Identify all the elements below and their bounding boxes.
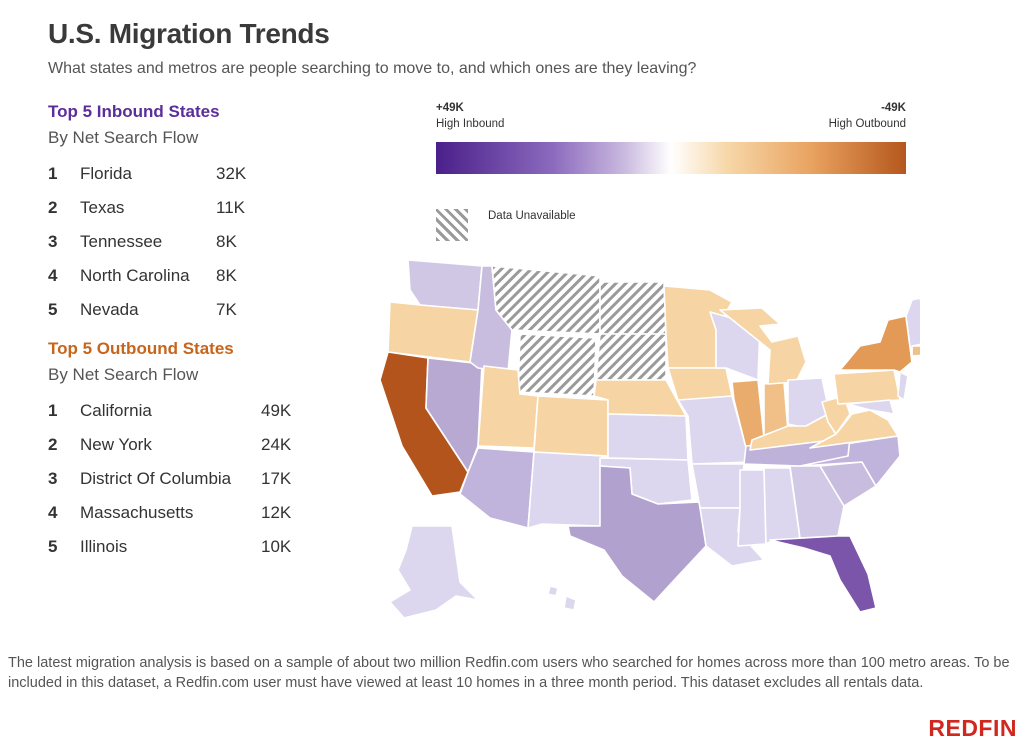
state-new-york <box>839 315 913 373</box>
rank-number: 5 <box>48 537 58 556</box>
state-new-england <box>905 297 920 363</box>
state-name: New York <box>80 435 152 454</box>
state-name: California <box>80 401 152 420</box>
outbound-list: Top 5 Outbound States By Net Search Flow… <box>48 339 291 571</box>
rank-number: 3 <box>48 469 58 488</box>
us-migration-map <box>379 259 920 619</box>
legend-high-inbound: +49K High Inbound <box>436 100 504 132</box>
state-hawaii-big-island <box>563 595 577 611</box>
state-pennsylvania <box>833 369 901 405</box>
state-kansas <box>607 413 689 461</box>
rank-number: 4 <box>48 503 58 522</box>
state-oregon <box>387 301 479 363</box>
flow-value: 10K <box>261 537 292 556</box>
state-alaska <box>389 525 479 619</box>
flow-value: 32K <box>216 164 247 183</box>
inbound-row: 1 Florida 32K <box>48 164 246 198</box>
methodology-footnote: The latest migration analysis is based o… <box>8 655 1010 691</box>
state-arkansas <box>691 463 745 509</box>
inbound-row: 2 Texas 11K <box>48 198 245 232</box>
state-name: Nevada <box>80 300 139 319</box>
state-massachusetts <box>911 345 920 357</box>
rank-number: 2 <box>48 198 58 217</box>
legend-outbound-value: -49K <box>881 102 906 114</box>
state-new-mexico <box>527 451 603 529</box>
outbound-row: 5 Illinois 10K <box>48 537 291 571</box>
outbound-row: 4 Massachusetts 12K <box>48 503 291 537</box>
rank-number: 1 <box>48 164 58 183</box>
state-mississippi <box>737 469 767 547</box>
inbound-row: 5 Nevada 7K <box>48 300 237 334</box>
outbound-row: 3 District Of Columbia 17K <box>48 469 291 503</box>
state-maryland <box>847 399 895 415</box>
state-colorado <box>533 395 609 457</box>
state-washington <box>407 259 483 311</box>
state-hawaii <box>547 585 559 597</box>
state-name: Texas <box>80 198 125 217</box>
rank-number: 4 <box>48 266 58 285</box>
state-michigan <box>719 307 807 385</box>
state-wyoming <box>517 333 597 397</box>
legend-outbound-label: High Outbound <box>828 118 906 130</box>
rank-number: 2 <box>48 435 58 454</box>
state-name: District Of Columbia <box>80 469 232 488</box>
flow-value: 12K <box>261 503 292 522</box>
legend-inbound-value: +49K <box>436 102 464 114</box>
state-texas <box>567 465 707 603</box>
page-title: U.S. Migration Trends <box>48 18 330 49</box>
outbound-subheading: By Net Search Flow <box>48 365 199 384</box>
flow-value: 8K <box>216 266 237 285</box>
flow-value: 8K <box>216 232 237 251</box>
state-name: Illinois <box>80 537 128 556</box>
flow-value: 7K <box>216 300 237 319</box>
flow-value: 11K <box>216 198 245 217</box>
outbound-heading: Top 5 Outbound States <box>48 339 234 358</box>
flow-value: 17K <box>261 469 292 488</box>
data-unavailable-label: Data Unavailable <box>488 210 576 222</box>
state-nebraska <box>593 379 687 417</box>
state-florida <box>769 535 877 613</box>
inbound-heading: Top 5 Inbound States <box>48 102 220 121</box>
state-name: Florida <box>80 164 132 183</box>
page-subtitle: What states and metros are people search… <box>48 60 697 77</box>
data-unavailable-swatch <box>436 209 468 241</box>
inbound-list: Top 5 Inbound States By Net Search Flow … <box>48 102 246 334</box>
legend-color-scale <box>436 142 906 174</box>
rank-number: 5 <box>48 300 58 319</box>
state-name: Massachusetts <box>80 503 194 522</box>
redfin-logo[interactable]: REDFIN <box>928 715 1017 741</box>
state-virginia <box>809 409 899 449</box>
outbound-row: 1 California 49K <box>48 401 291 435</box>
state-south-dakota <box>595 333 667 381</box>
state-montana <box>491 265 601 335</box>
flow-value: 24K <box>261 435 292 454</box>
state-name: North Carolina <box>80 266 190 285</box>
flow-value: 49K <box>261 401 292 420</box>
legend-inbound-label: High Inbound <box>436 118 505 130</box>
state-missouri <box>677 395 751 465</box>
inbound-subheading: By Net Search Flow <box>48 128 199 147</box>
state-north-dakota <box>599 281 667 335</box>
outbound-row: 2 New York 24K <box>48 435 291 469</box>
state-name: Tennessee <box>80 232 163 251</box>
legend-high-outbound: -49K High Outbound <box>829 100 906 132</box>
inbound-row: 4 North Carolina 8K <box>48 266 237 300</box>
state-new-jersey <box>897 371 909 401</box>
rank-number: 3 <box>48 232 58 251</box>
rank-number: 1 <box>48 401 58 420</box>
inbound-row: 3 Tennessee 8K <box>48 232 237 266</box>
